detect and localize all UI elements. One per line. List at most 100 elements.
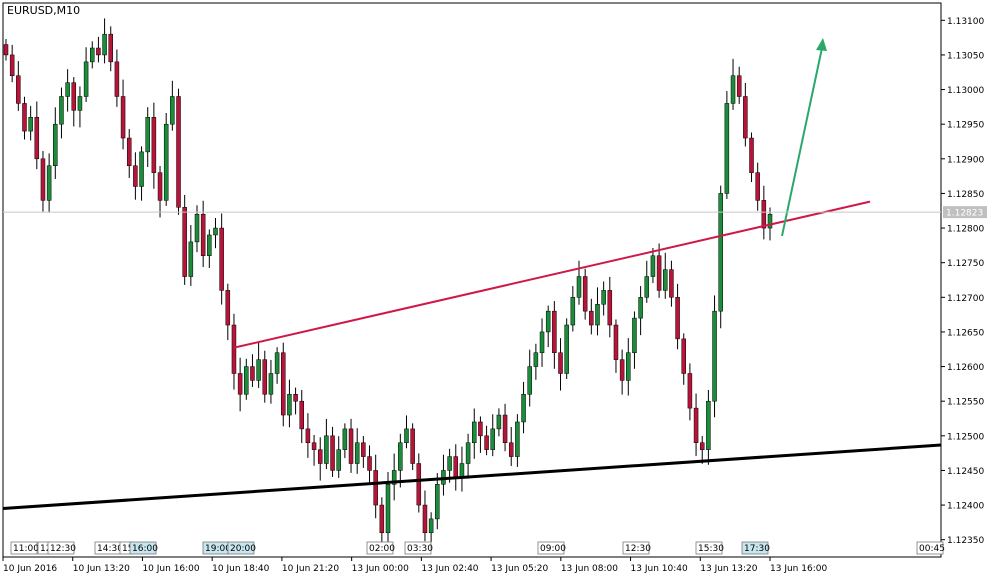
time-marker-box xyxy=(622,541,650,555)
candle-body xyxy=(558,352,563,374)
time-marker-box xyxy=(227,541,255,555)
candle-body xyxy=(447,456,452,471)
candle-body xyxy=(638,297,643,319)
candle-body xyxy=(416,463,422,506)
candle-body xyxy=(379,504,385,534)
candle-body xyxy=(59,96,64,125)
candle-body xyxy=(207,234,212,257)
time-tick-label: 10 Jun 2016 xyxy=(3,564,57,574)
price-tick-label: 1.12800 xyxy=(947,225,984,235)
candle-body xyxy=(545,310,551,333)
candle-body xyxy=(521,394,526,423)
time-marker-box xyxy=(695,541,723,555)
price-tick-label: 1.12900 xyxy=(947,155,984,165)
time-marker-box xyxy=(741,541,769,555)
price-tick-label: 1.12700 xyxy=(947,294,984,304)
time-axis: 10 Jun 2016 10 Jun 13:20 10 Jun 16:00 10 Ju… xyxy=(2,557,827,574)
candle-body xyxy=(644,276,650,298)
candle-body xyxy=(108,33,113,63)
candle-body xyxy=(435,484,440,520)
candle-body xyxy=(250,366,255,381)
candle-body xyxy=(16,75,21,104)
time-marker-label: 15 xyxy=(122,544,133,554)
candle-body xyxy=(305,428,311,443)
candle-body xyxy=(459,463,465,478)
candles-layer xyxy=(3,18,773,548)
time-tick-label: 10 Jun 13:20 xyxy=(73,564,130,574)
price-tick-label: 1.12950 xyxy=(947,121,984,131)
candle-body xyxy=(552,310,557,353)
candle-body xyxy=(527,366,532,395)
price-tick-label: 1.12650 xyxy=(947,328,984,338)
time-tick-label: 13 Jun 10:40 xyxy=(631,564,688,574)
candle-body xyxy=(299,400,304,430)
candle-body xyxy=(157,172,163,201)
chart-title: EURUSD,M10 xyxy=(7,4,80,17)
candle-body xyxy=(213,227,218,236)
candle-body xyxy=(410,428,415,464)
candle-body xyxy=(46,165,52,201)
candle-body xyxy=(656,255,662,291)
price-tick-label: 1.13100 xyxy=(947,17,984,27)
candle-body xyxy=(114,61,120,97)
trendline xyxy=(2,443,942,511)
candle-body xyxy=(77,96,83,111)
candle-body xyxy=(293,394,298,402)
candle-body xyxy=(650,255,656,277)
candle-body xyxy=(373,470,378,506)
price-tick-label: 1.12400 xyxy=(947,502,984,512)
candle-body xyxy=(71,82,77,111)
candle-body xyxy=(170,96,175,125)
price-tick-label: 1.12600 xyxy=(947,363,984,373)
candle-body xyxy=(324,435,329,464)
candle-body xyxy=(262,359,268,395)
candle-body xyxy=(576,276,582,298)
candle-body xyxy=(336,449,341,471)
candle-body xyxy=(398,442,403,471)
candle-body xyxy=(342,428,348,450)
candle-body xyxy=(237,373,243,395)
time-marker-label: 15:30 xyxy=(698,544,724,554)
candle-body xyxy=(663,269,668,291)
candle-body xyxy=(133,165,138,187)
candle-body xyxy=(53,123,58,166)
candle-body xyxy=(145,117,150,153)
candle-body xyxy=(354,442,360,464)
time-marker-box xyxy=(129,541,157,555)
candle-body xyxy=(422,504,428,534)
candle-body xyxy=(163,123,169,201)
candle-body xyxy=(564,324,569,374)
time-tick-label: 10 Jun 18:40 xyxy=(212,564,269,574)
candle-body xyxy=(225,290,231,326)
candle-body xyxy=(693,407,699,443)
candle-body xyxy=(428,518,434,534)
candle-body xyxy=(274,352,280,374)
candle-body xyxy=(182,207,187,277)
candle-body xyxy=(539,331,545,353)
candle-body xyxy=(219,227,224,291)
candle-body xyxy=(712,310,717,402)
current-price-label: 1.12823 xyxy=(946,209,983,219)
candle-body xyxy=(28,117,33,132)
candle-body xyxy=(367,456,372,471)
candle-body xyxy=(601,290,606,305)
candle-body xyxy=(484,435,489,450)
forecast-arrow-shaft xyxy=(781,47,823,237)
candle-body xyxy=(582,276,588,312)
candle-body xyxy=(706,400,711,450)
time-marker-label: 17:30 xyxy=(744,544,770,554)
time-marker-label: 12:30 xyxy=(50,544,76,554)
trendlines-layer xyxy=(2,38,942,511)
candle-body xyxy=(3,44,9,56)
candle-body xyxy=(391,470,397,485)
candle-body xyxy=(96,47,101,56)
time-marker-box xyxy=(404,541,432,555)
plot-frame xyxy=(2,2,942,558)
candle-body xyxy=(287,394,292,416)
price-tick-label: 1.13000 xyxy=(947,86,984,96)
time-tick-label: 13 Jun 13:20 xyxy=(700,564,757,574)
price-tick-label: 1.12750 xyxy=(947,259,984,269)
